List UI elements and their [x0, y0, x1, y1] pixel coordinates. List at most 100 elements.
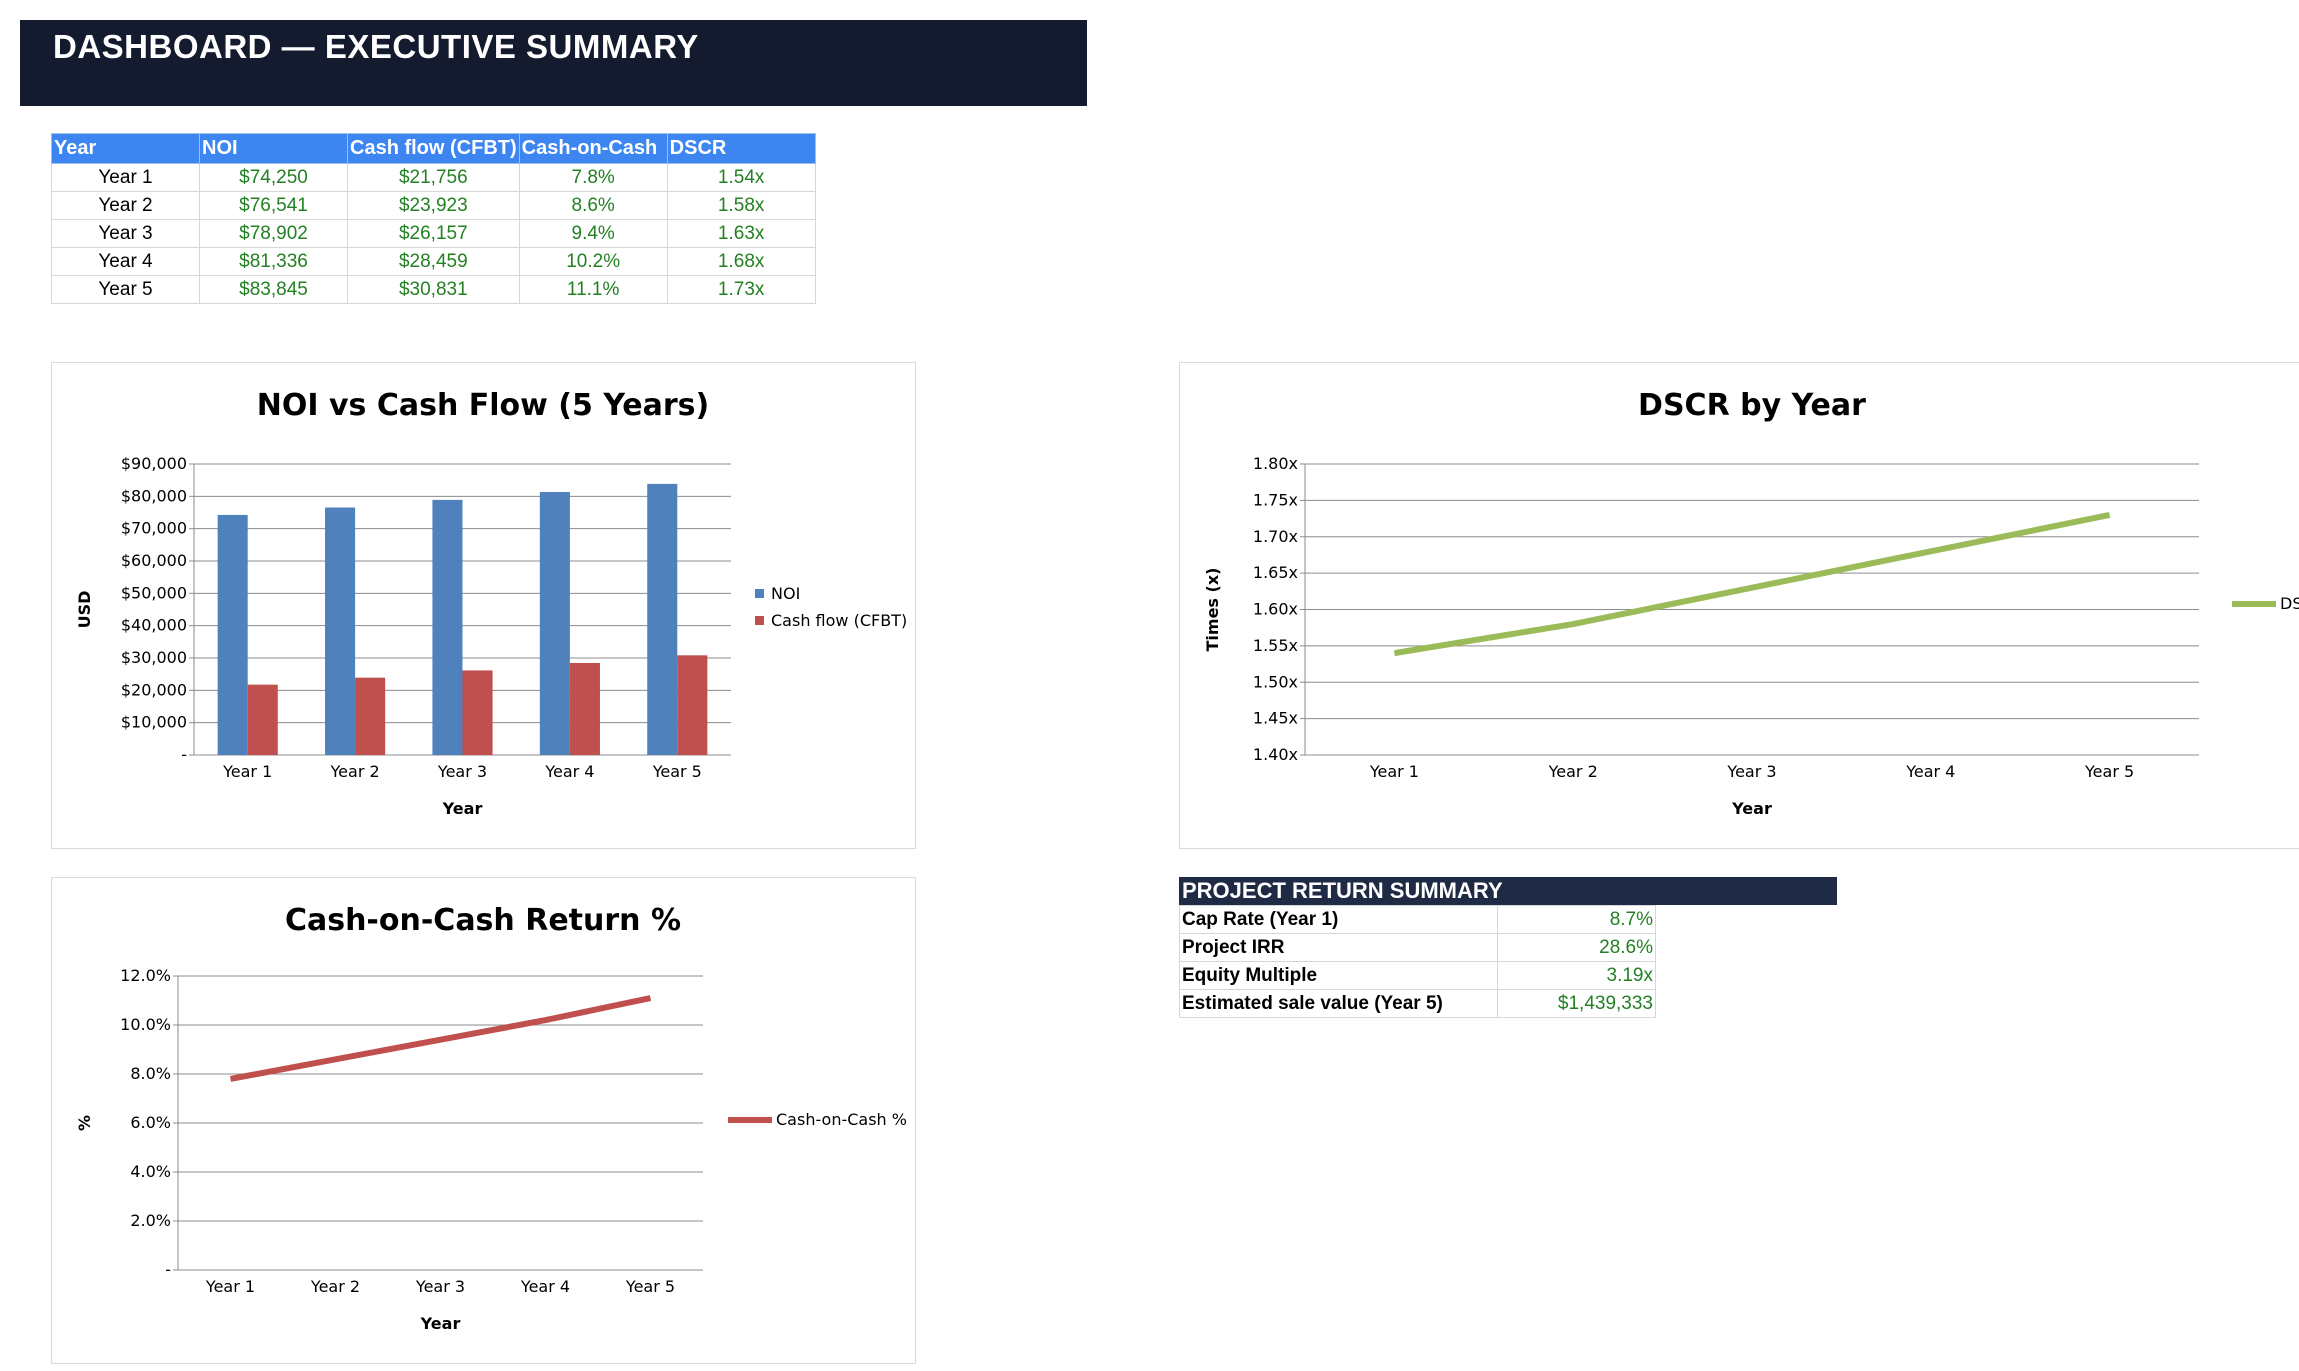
chart-title: Cash-on-Cash Return %: [285, 903, 681, 938]
x-axis-title: Year: [1731, 799, 1772, 818]
summary-title: PROJECT RETURN SUMMARY: [1179, 877, 1837, 905]
y-tick-label: 1.40x: [1253, 745, 1298, 764]
summary-label-sale-value[interactable]: Estimated sale value (Year 5): [1179, 989, 1498, 1018]
y-tick-label: 1.55x: [1253, 636, 1298, 655]
table-cell[interactable]: Year 1: [51, 163, 200, 192]
table-cell[interactable]: 7.8%: [518, 163, 668, 192]
legend-label: Cash-on-Cash %: [776, 1110, 907, 1129]
table-cell[interactable]: 10.2%: [518, 247, 668, 276]
x-tick-label: Year 3: [1726, 762, 1776, 781]
table-cell[interactable]: $76,541: [199, 191, 348, 220]
table-cell[interactable]: Year 2: [51, 191, 200, 220]
dscr-chart: DSCR by Year 1.40x 1.45x 1.50x 1.55x 1.60x 1.6…: [1203, 388, 2299, 818]
x-tick-label: Year 2: [310, 1277, 360, 1296]
table-cell[interactable]: 11.1%: [518, 275, 668, 304]
summary-label-irr[interactable]: Project IRR: [1179, 933, 1498, 962]
table-cell[interactable]: $23,923: [347, 191, 520, 220]
table-cell[interactable]: $83,845: [199, 275, 348, 304]
table-row: Cap Rate (Year 1) 8.7%: [1179, 905, 1656, 934]
table-cell[interactable]: Year 5: [51, 275, 200, 304]
summary-value-equity-multiple[interactable]: 3.19x: [1497, 961, 1656, 990]
table-cell[interactable]: $26,157: [347, 219, 520, 248]
y-tick-label: 1.70x: [1253, 527, 1298, 546]
summary-label-cap-rate[interactable]: Cap Rate (Year 1): [1179, 905, 1498, 934]
x-tick-label: Year 5: [625, 1277, 675, 1296]
table-cell[interactable]: $78,902: [199, 219, 348, 248]
summary-label-equity-multiple[interactable]: Equity Multiple: [1179, 961, 1498, 990]
legend-label: DS: [2280, 594, 2299, 613]
x-axis-title: Year: [442, 799, 483, 818]
column-header-cash-on-cash[interactable]: Cash-on-Cash: [518, 133, 668, 164]
table-cell[interactable]: $28,459: [347, 247, 520, 276]
x-tick-label: Year 1: [1369, 762, 1419, 781]
summary-value-cap-rate[interactable]: 8.7%: [1497, 905, 1656, 934]
table-cell[interactable]: 1.73x: [666, 275, 816, 304]
column-header-dscr[interactable]: DSCR: [666, 133, 816, 164]
x-tick-label: Year 5: [652, 762, 702, 781]
bar-noi: [647, 483, 678, 755]
bar-cash-flow: [569, 662, 600, 755]
column-header-cash-flow[interactable]: Cash flow (CFBT): [347, 133, 520, 164]
table-cell[interactable]: 1.54x: [666, 163, 816, 192]
cash-on-cash-chart-panel[interactable]: Cash-on-Cash Return % - 2.0% 4.0% 6.0% 8.0% 10…: [51, 877, 916, 1364]
noi-cashflow-chart-panel[interactable]: NOI vs Cash Flow (5 Years) - $10,000 $20,00…: [51, 362, 916, 849]
project-return-summary-table: Cap Rate (Year 1) 8.7% Project IRR 28.6%…: [1179, 905, 1656, 1018]
x-tick-label: Year 4: [1905, 762, 1955, 781]
table-cell[interactable]: 9.4%: [518, 219, 668, 248]
table-cell[interactable]: 8.6%: [518, 191, 668, 220]
y-tick-label: 6.0%: [130, 1113, 171, 1132]
y-tick-label: $40,000: [121, 616, 187, 635]
legend-label: NOI: [771, 584, 800, 603]
table-cell[interactable]: 1.68x: [666, 247, 816, 276]
table-cell[interactable]: $81,336: [199, 247, 348, 276]
table-row: Estimated sale value (Year 5) $1,439,333: [1179, 989, 1656, 1018]
y-tick-label: 2.0%: [130, 1211, 171, 1230]
table-cell[interactable]: Year 4: [51, 247, 200, 276]
table-cell[interactable]: $21,756: [347, 163, 520, 192]
y-tick-label: 8.0%: [130, 1064, 171, 1083]
dashboard-title: DASHBOARD — EXECUTIVE SUMMARY: [53, 28, 699, 65]
table-row: Year 1 $74,250 $21,756 7.8% 1.54x: [51, 163, 816, 192]
table-row: Year 2 $76,541 $23,923 8.6% 1.58x: [51, 191, 816, 220]
chart-title: DSCR by Year: [1638, 388, 1866, 423]
table-row: Equity Multiple 3.19x: [1179, 961, 1656, 990]
table-cell[interactable]: 1.58x: [666, 191, 816, 220]
y-axis-title: Times (x): [1203, 568, 1222, 652]
bar-cash-flow: [677, 655, 708, 755]
dscr-chart-panel[interactable]: DSCR by Year 1.40x 1.45x 1.50x 1.55x 1.60x 1.6…: [1179, 362, 2299, 849]
x-tick-label: Year 4: [520, 1277, 570, 1296]
summary-value-irr[interactable]: 28.6%: [1497, 933, 1656, 962]
bar-cash-flow: [247, 684, 278, 755]
y-tick-label: 1.50x: [1253, 672, 1298, 691]
x-tick-label: Year 3: [415, 1277, 465, 1296]
x-tick-label: Year 1: [222, 762, 272, 781]
table-row: Year 4 $81,336 $28,459 10.2% 1.68x: [51, 247, 816, 276]
bar-cash-flow: [355, 677, 386, 755]
bar-noi: [432, 499, 463, 755]
legend-swatch: [755, 589, 764, 598]
y-tick-label: $70,000: [121, 519, 187, 538]
table-cell[interactable]: 1.63x: [666, 219, 816, 248]
summary-value-sale-value[interactable]: $1,439,333: [1497, 989, 1656, 1018]
column-header-year[interactable]: Year: [51, 133, 200, 164]
y-axis-title: %: [75, 1115, 94, 1131]
y-tick-label: -: [181, 745, 187, 764]
y-tick-label: 10.0%: [120, 1015, 171, 1034]
y-tick-label: 1.60x: [1253, 600, 1298, 619]
table-header-row: Year NOI Cash flow (CFBT) Cash-on-Cash D…: [51, 133, 816, 164]
y-tick-label: $10,000: [121, 713, 187, 732]
chart-title: NOI vs Cash Flow (5 Years): [257, 388, 710, 423]
table-cell[interactable]: $30,831: [347, 275, 520, 304]
x-tick-label: Year 2: [1548, 762, 1598, 781]
table-cell[interactable]: Year 3: [51, 219, 200, 248]
table-cell[interactable]: $74,250: [199, 163, 348, 192]
noi-cashflow-chart: NOI vs Cash Flow (5 Years) - $10,000 $20,00…: [75, 388, 907, 818]
y-tick-label: 1.80x: [1253, 454, 1298, 473]
legend-label: Cash flow (CFBT): [771, 611, 907, 630]
column-header-noi[interactable]: NOI: [199, 133, 348, 164]
y-tick-label: $50,000: [121, 583, 187, 602]
y-tick-label: 4.0%: [130, 1162, 171, 1181]
series-line: [229, 995, 652, 1082]
x-tick-label: Year 3: [437, 762, 487, 781]
y-tick-label: $30,000: [121, 648, 187, 667]
